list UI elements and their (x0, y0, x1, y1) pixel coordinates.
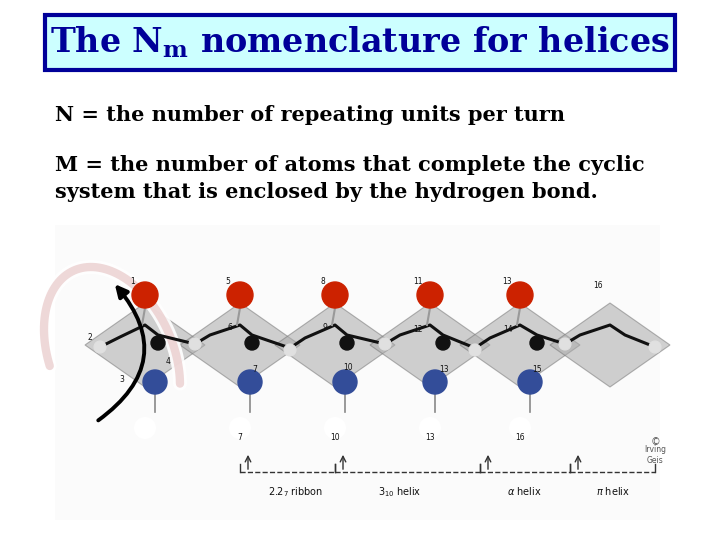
Text: 13: 13 (439, 366, 449, 375)
FancyBboxPatch shape (55, 225, 660, 520)
Circle shape (559, 338, 571, 350)
Text: 3$_{10}$ helix: 3$_{10}$ helix (379, 485, 422, 499)
Text: 16: 16 (516, 434, 525, 442)
Circle shape (379, 338, 391, 350)
Circle shape (245, 336, 259, 350)
Circle shape (227, 282, 253, 308)
Text: 1: 1 (130, 278, 135, 287)
Text: $\alpha$ helix: $\alpha$ helix (507, 485, 541, 497)
Circle shape (518, 370, 542, 394)
Text: 6: 6 (228, 323, 233, 333)
Text: 10: 10 (343, 363, 353, 373)
Circle shape (132, 282, 158, 308)
Circle shape (143, 370, 167, 394)
Text: 2.2$_7$ ribbon: 2.2$_7$ ribbon (269, 485, 324, 499)
Text: N = the number of repeating units per turn: N = the number of repeating units per tu… (55, 105, 565, 125)
Circle shape (284, 344, 296, 356)
Text: 5: 5 (225, 278, 230, 287)
Text: 10: 10 (330, 434, 340, 442)
Circle shape (325, 418, 345, 438)
Polygon shape (460, 303, 580, 387)
Circle shape (417, 282, 443, 308)
Text: 4: 4 (166, 357, 171, 367)
Text: 13: 13 (426, 434, 435, 442)
Text: 14: 14 (503, 326, 513, 334)
Text: 7: 7 (238, 434, 243, 442)
Circle shape (340, 336, 354, 350)
Circle shape (507, 282, 533, 308)
Circle shape (151, 336, 165, 350)
Polygon shape (275, 303, 395, 387)
Text: Irving
Geis: Irving Geis (644, 446, 666, 465)
Text: 8: 8 (320, 278, 325, 287)
Circle shape (333, 370, 357, 394)
Circle shape (530, 336, 544, 350)
Circle shape (238, 370, 262, 394)
Text: system that is enclosed by the hydrogen bond.: system that is enclosed by the hydrogen … (55, 182, 598, 202)
Text: 11: 11 (413, 278, 423, 287)
Circle shape (420, 418, 440, 438)
Circle shape (436, 336, 450, 350)
Text: 16: 16 (593, 280, 603, 289)
Circle shape (322, 282, 348, 308)
Text: ©: © (650, 437, 660, 447)
Text: 7: 7 (253, 366, 258, 375)
Circle shape (469, 344, 481, 356)
Circle shape (94, 341, 106, 353)
Circle shape (423, 370, 447, 394)
FancyArrowPatch shape (98, 287, 144, 420)
Text: 3: 3 (120, 375, 125, 384)
Circle shape (649, 341, 661, 353)
Polygon shape (370, 303, 490, 387)
Text: $\pi$ helix: $\pi$ helix (595, 485, 629, 497)
Text: M = the number of atoms that complete the cyclic: M = the number of atoms that complete th… (55, 155, 644, 175)
FancyBboxPatch shape (45, 15, 675, 70)
Text: 12: 12 (413, 326, 423, 334)
Text: The $\mathregular{N_m}$ nomenclature for helices: The $\mathregular{N_m}$ nomenclature for… (50, 25, 670, 60)
Text: 9: 9 (323, 323, 328, 333)
Text: 2: 2 (88, 334, 92, 342)
Polygon shape (180, 303, 300, 387)
Text: 13: 13 (502, 278, 512, 287)
Circle shape (230, 418, 250, 438)
Polygon shape (550, 303, 670, 387)
Circle shape (510, 418, 530, 438)
Text: 15: 15 (532, 366, 542, 375)
Polygon shape (85, 303, 205, 387)
Circle shape (189, 338, 201, 350)
Circle shape (135, 418, 155, 438)
